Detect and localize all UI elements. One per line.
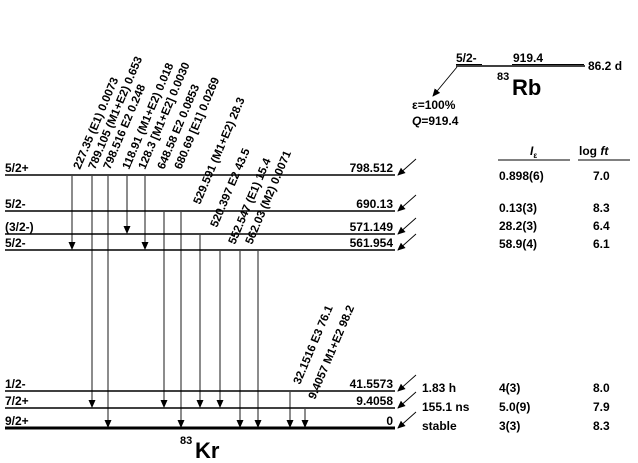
level-spin: 9/2+ [5,414,29,428]
table-headers: Iε log ft [498,144,630,161]
level-spin: 5/2+ [5,161,29,175]
daughter-nucleus: 83 Kr [180,435,220,463]
feeding-arrow [397,233,417,251]
level-spin: 5/2- [5,197,26,211]
feeding-arrow [397,158,417,176]
intensity-column: 0.898(6) 0.13(3) 28.2(3) 58.9(4) 4(3) 5.… [499,169,544,433]
feeding-arrows [397,158,417,429]
logft-value: 8.3 [593,201,610,215]
intensity-header: Iε [530,144,537,160]
level-spin: 1/2- [5,377,26,391]
gamma-labels: 227.35 (E1) 0.0073 789.105 (M1+E2) 0.653… [72,55,357,401]
parent-mass: 83 [497,71,509,83]
intensity-value: 5.0(9) [499,400,530,414]
level-half-life: stable [422,419,457,433]
logft-value: 8.3 [593,419,610,433]
level-half-life: 155.1 ns [422,400,470,414]
feeding-arrow [397,374,417,392]
intensity-value: 4(3) [499,381,520,395]
logft-value: 6.1 [593,237,610,251]
level-energies: 798.512 690.13 571.149 561.954 41.5573 9… [350,161,394,428]
daughter-symbol: Kr [195,438,220,463]
intensity-header-main: I [530,144,534,158]
intensity-header-sub: ε [533,151,537,160]
level-spin: 7/2+ [5,394,29,408]
logft-value: 7.9 [593,400,610,414]
logft-header-ft: ft [600,144,609,158]
level-energy: 798.512 [350,161,394,175]
feeding-arrow [397,217,417,235]
level-spin: (3/2-) [5,220,34,234]
gamma-transitions [68,176,309,428]
feeding-arrow [397,194,417,212]
intensity-value: 58.9(4) [499,237,537,251]
level-energy: 690.13 [356,197,393,211]
logft-header-log: log [579,144,600,158]
level-energy: 571.149 [350,220,394,234]
parent-symbol: Rb [512,75,541,100]
logft-column: 7.0 8.3 6.4 6.1 8.0 7.9 8.3 [593,169,610,433]
parent-half-life: 86.2 d [588,59,622,73]
decay-arrow [432,66,458,97]
feeding-arrow [397,391,417,409]
level-energy: 561.954 [350,236,394,250]
parent-spin: 5/2- [456,51,477,65]
logft-value: 8.0 [593,381,610,395]
level-energy: 9.4058 [356,394,393,408]
parent-nucleus: 5/2- 919.4 86.2 d 83 Rb ε=100% Q=919.4 [412,51,622,128]
logft-value: 7.0 [593,169,610,183]
parent-energy: 919.4 [513,51,543,65]
intensity-value: 0.13(3) [499,201,537,215]
level-half-life: 1.83 h [422,381,456,395]
level-spin: 5/2- [5,236,26,250]
q-value-label: Q=919.4 [412,114,459,128]
level-spins: 5/2+ 5/2- (3/2-) 5/2- 1/2- 7/2+ 9/2+ [5,161,34,428]
logft-value: 6.4 [593,219,610,233]
logft-header: log ft [579,144,609,158]
level-energy: 41.5573 [350,377,394,391]
level-half-lives: 1.83 h 155.1 ns stable [422,381,470,433]
intensity-value: 3(3) [499,419,520,433]
q-symbol: Q [412,114,422,128]
intensity-value: 28.2(3) [499,219,537,233]
decay-mode: ε=100% [412,98,456,112]
daughter-mass: 83 [180,435,192,447]
intensity-value: 0.898(6) [499,169,544,183]
feeding-arrow [397,411,417,429]
level-energy: 0 [386,414,393,428]
q-value: =919.4 [421,114,458,128]
